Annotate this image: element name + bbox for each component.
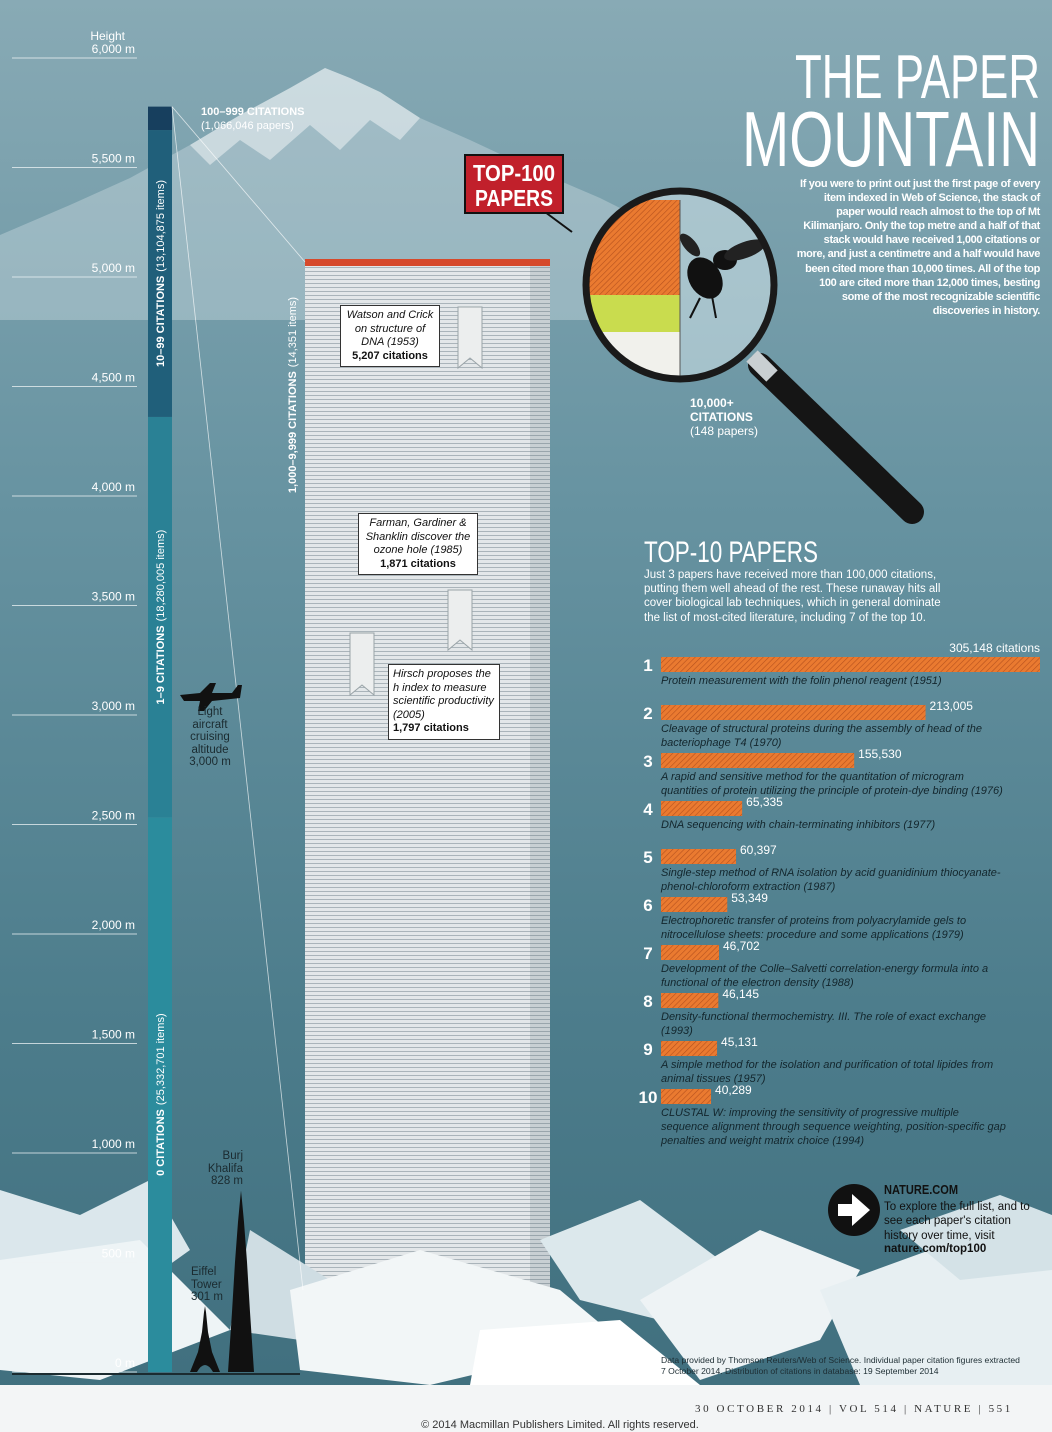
magnifier-label-detail: (148 papers) [690, 424, 758, 438]
paper-description: Single-step method of RNA isolation by a… [661, 866, 1006, 894]
paper-description: Electrophoretic transfer of proteins fro… [661, 914, 1006, 942]
landmark-label: Burj Khalifa828 m [193, 1150, 243, 1188]
paper-description: A simple method for the isolation and pu… [661, 1058, 1006, 1086]
top10-subtitle: Just 3 papers have received more than 10… [644, 568, 949, 625]
landmark-value: 301 m [191, 1291, 223, 1303]
intro: If you were to print out just the first … [795, 177, 1040, 318]
magnifier-label: 10,000+CITATIONS(148 papers) [690, 396, 758, 438]
paper-description: DNA sequencing with chain-terminating in… [661, 818, 1006, 832]
annotation: Watson and Crick on structure of DNA (19… [340, 305, 440, 367]
paper-description: Development of the Colle–Salvetti correl… [661, 962, 1006, 990]
landmark-name: Eiffel Tower [191, 1266, 222, 1291]
paper-description: A rapid and sensitive method for the qua… [661, 770, 1006, 798]
magnifier-label-line: CITATIONS [690, 410, 753, 424]
page: TOP-100 PAPERS THE PAPER MOUNTAIN TOP-10… [0, 0, 1052, 1432]
overlay: If you were to print out just the first … [0, 0, 1052, 1432]
paper-description: Protein measurement with the folin pheno… [661, 674, 1006, 688]
annotation-citations: 1,797 citations [393, 722, 469, 734]
paper-description: CLUSTAL W: improving the sensitivity of … [661, 1106, 1006, 1148]
landmark-name: Light aircraft cruising altitude [190, 706, 230, 756]
source-note: Data provided by Thomson Reuters/Web of … [661, 1355, 1026, 1377]
annotation-citations: 5,207 citations [352, 350, 428, 362]
landmark-name: Burj Khalifa [208, 1150, 243, 1175]
annotation-citations: 1,871 citations [380, 558, 456, 570]
annotation: Hirsch proposes the h index to measure s… [388, 664, 500, 740]
annotation-text: Hirsch proposes the h index to measure s… [393, 668, 494, 721]
nature-link: nature.com/top100 [884, 1243, 986, 1255]
landmark-value: 3,000 m [189, 756, 231, 768]
landmark-value: 828 m [211, 1175, 243, 1187]
nature-text: To explore the full list, and to see eac… [884, 1200, 1044, 1243]
nature-title: NATURE.COM [884, 1182, 958, 1197]
paper-description: Cleavage of structural proteins during t… [661, 722, 1006, 750]
magnifier-label-line: 10,000+ [690, 396, 734, 410]
annotation-text: Farman, Gardiner & Shanklin discover the… [366, 517, 471, 556]
annotation-text: Watson and Crick on structure of DNA (19… [347, 309, 434, 348]
paper-description: Density-functional thermochemistry. III.… [661, 1010, 1006, 1038]
annotation: Farman, Gardiner & Shanklin discover the… [358, 513, 478, 575]
